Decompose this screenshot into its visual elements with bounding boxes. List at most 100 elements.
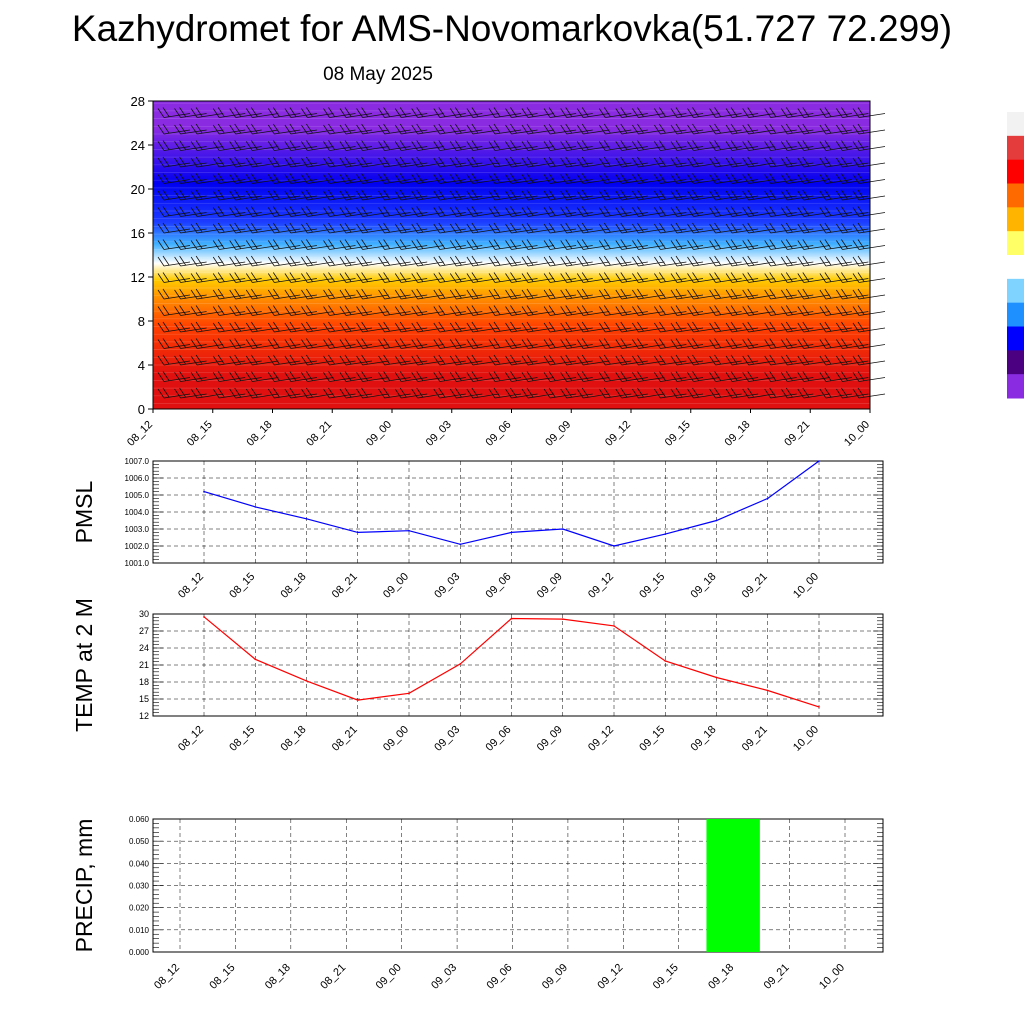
data-point [766, 689, 769, 692]
x-tick-label: 08_18 [279, 571, 309, 601]
wind-barb [466, 222, 499, 234]
wind-barb [521, 156, 555, 168]
wind-barb [598, 173, 632, 184]
wind-barb [797, 173, 830, 184]
wind-barb [670, 222, 704, 234]
wind-barb [323, 272, 356, 283]
wind-barb [394, 239, 428, 250]
y-tick-label: 1005.0 [125, 491, 150, 500]
wind-barb [797, 140, 830, 151]
y-tick-label: 15 [139, 694, 149, 704]
wind-barb [212, 272, 246, 283]
wind-barb [157, 189, 191, 201]
wind-barb [819, 255, 852, 267]
wind-barb [449, 239, 483, 250]
wind-barb [488, 107, 522, 118]
x-tick-label: 09_18 [689, 571, 719, 601]
wind-barb [267, 173, 301, 184]
wind-barb [505, 354, 538, 366]
wind-barb [742, 288, 775, 300]
wind-barb [764, 189, 797, 201]
x-tick-label: 09_06 [485, 962, 515, 992]
wind-barb [174, 189, 207, 201]
wind-barb [267, 338, 301, 349]
wind-barb [560, 107, 593, 118]
data-point [818, 460, 820, 462]
wind-barb [670, 255, 704, 267]
wind-barb [174, 173, 207, 184]
wind-barb [670, 272, 704, 283]
wind-barb [378, 222, 411, 234]
wind-barb [819, 123, 852, 135]
wind-barb [212, 255, 246, 267]
wind-barb [576, 123, 610, 135]
y-axis-label: PMSL [71, 480, 97, 543]
wind-barb [449, 272, 483, 283]
wind-barb [615, 222, 648, 234]
wind-barb [852, 288, 886, 300]
wind-barb [301, 321, 334, 333]
wind-barb [521, 338, 555, 349]
x-tick-label: 09_12 [603, 419, 633, 449]
wind-barb [576, 371, 610, 382]
wind-barb [560, 255, 593, 267]
wind-barb [819, 156, 852, 168]
wind-barb [229, 123, 262, 135]
wind-barb [654, 255, 687, 267]
wind-barb [356, 338, 389, 349]
wind-barb [157, 354, 191, 366]
wind-barb [433, 189, 466, 201]
wind-barb [449, 371, 483, 382]
x-tick-label: 10_00 [791, 571, 821, 601]
wind-barb [433, 371, 466, 382]
data-point [305, 518, 308, 520]
wind-barb [687, 354, 720, 366]
wind-barb [742, 222, 775, 234]
wind-barb [229, 255, 262, 267]
x-tick-label: 09_21 [762, 962, 792, 992]
wind-barb [836, 222, 869, 234]
x-tick-label: 08_15 [227, 571, 257, 601]
wind-barb [245, 272, 279, 283]
wind-barb [543, 189, 577, 201]
wind-barb [654, 189, 687, 201]
data-point [613, 545, 615, 547]
data-point [459, 663, 462, 665]
wind-barb [687, 189, 720, 201]
wind-barb [212, 387, 246, 399]
wind-barb [654, 338, 687, 349]
wind-barb [394, 354, 428, 366]
wind-barb [615, 288, 648, 300]
wind-barb [157, 173, 191, 184]
wind-barb [742, 173, 775, 184]
wind-barb [632, 272, 665, 283]
wind-barb [687, 140, 720, 151]
wind-barb [521, 371, 555, 382]
wind-barb [301, 140, 334, 151]
wind-barb [174, 222, 207, 234]
wind-barb [284, 156, 317, 168]
wind-barb [229, 305, 262, 316]
wind-barb [488, 156, 522, 168]
wind-barb [797, 371, 830, 382]
wind-barb [797, 255, 830, 267]
wind-barb [190, 255, 224, 267]
wind-barb [687, 371, 720, 382]
colorbar-swatch [1007, 302, 1024, 327]
wind-barb [654, 321, 687, 333]
y-tick-label: 0.050 [129, 837, 150, 846]
wind-barb [284, 354, 317, 366]
wind-barb [301, 305, 334, 316]
wind-barb [339, 239, 373, 250]
wind-barb [488, 206, 522, 217]
wind-barb [245, 189, 279, 201]
wind-barb [356, 371, 389, 382]
wind-barb [466, 338, 499, 349]
wind-barb [576, 338, 610, 349]
wind-barb [725, 206, 759, 217]
y-tick-label: 0.060 [129, 815, 150, 824]
wind-barb [543, 140, 577, 151]
wind-barb [433, 206, 466, 217]
wind-barb [521, 140, 555, 151]
